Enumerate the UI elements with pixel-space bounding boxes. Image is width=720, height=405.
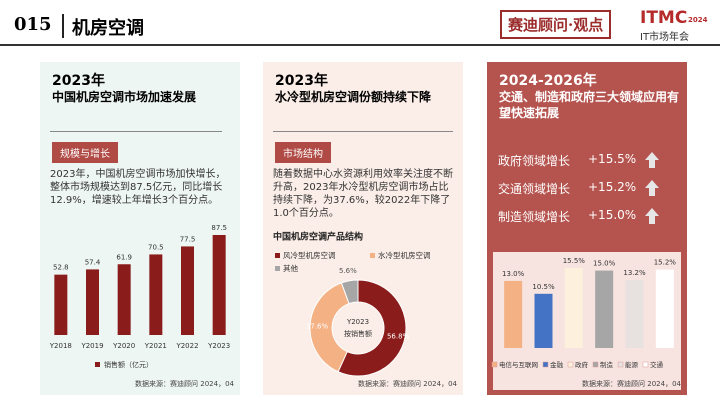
value-label: 13.2%	[623, 269, 646, 277]
bar	[212, 235, 226, 335]
legend-label: 水冷型机房空调	[378, 250, 431, 260]
logo: ITMC	[640, 8, 688, 28]
value-label: 52.8	[53, 264, 69, 272]
value-label: 15.0%	[593, 260, 616, 268]
legend-label: 金融	[550, 360, 564, 369]
x-tick-label: Y2018	[49, 342, 72, 350]
pie-slice	[337, 279, 407, 377]
legend-swatch	[95, 362, 100, 367]
bar	[564, 268, 583, 348]
logo-year: 2024	[688, 16, 708, 24]
panel: 2023年 水冷型机房空调份额持续下降 市场结构 随着数据中心水资源利用效率关注…	[263, 62, 463, 395]
x-tick-label: Y2019	[80, 342, 103, 350]
center-subtitle: 按销售额	[344, 329, 372, 338]
legend-label: 制造	[600, 360, 614, 369]
growth-value: +15.2%	[588, 180, 637, 194]
bar	[504, 280, 523, 348]
legend-label: 风冷型机房空调	[283, 250, 336, 260]
up-arrow	[645, 208, 659, 224]
chart-title: 中国机房空调产品结构	[273, 231, 363, 243]
growth-label: 政府领域增长	[498, 154, 571, 168]
rule	[50, 131, 222, 132]
value-label: 57.4	[85, 258, 101, 266]
value-label: 15.2%	[654, 259, 677, 267]
value-label: 77.5	[180, 235, 196, 243]
pie-slice	[340, 279, 359, 305]
panel: 2023年 中国机房空调市场加速发展 规模与增长 2023年，中国机房空调市场加…	[40, 62, 240, 395]
source: 数据来源：赛迪顾问 2024，04	[135, 380, 234, 388]
up-arrow	[645, 180, 659, 196]
x-tick-label: Y2021	[144, 342, 167, 350]
legend-label: 能源	[625, 360, 639, 369]
legend-swatch	[370, 253, 375, 258]
divider	[62, 14, 64, 38]
bar	[117, 264, 131, 335]
legend-label: 其他	[283, 263, 298, 273]
source: 数据来源：赛迪顾问 2024，04	[358, 380, 457, 388]
bar	[595, 270, 614, 348]
rule	[273, 131, 453, 132]
value-label: 10.5%	[532, 283, 555, 291]
legend-label: 政府	[575, 360, 589, 369]
legend-swatch	[617, 361, 624, 368]
bar	[534, 293, 553, 348]
value-label: 56.8%	[387, 333, 410, 341]
panel-title: 交通、制造和政府三大领域应用有望快速拓展	[499, 90, 680, 120]
value-label: 70.5	[148, 243, 164, 251]
legend-swatch	[491, 361, 498, 368]
bar	[149, 254, 163, 335]
panel-text: 2023年，中国机房空调市场加快增长，整体市场规模达到87.5亿元，同比增长12…	[50, 169, 226, 206]
legend-swatch	[567, 361, 574, 368]
value-label: 5.6%	[339, 267, 357, 275]
up-arrow	[645, 152, 659, 168]
header-rule	[0, 44, 720, 46]
center-title: Y2023	[346, 318, 369, 326]
panel-text: 随着数据中心水资源利用效率关注度不断升高，2023年水冷型机房空调市场占比持续下…	[273, 169, 453, 219]
source: 数据来源：赛迪顾问 2024，04	[582, 380, 681, 388]
x-tick-label: Y2020	[112, 342, 135, 350]
x-tick-label: Y2023	[207, 342, 230, 350]
panel-year: 2024-2026年	[499, 73, 597, 89]
growth-value: +15.0%	[588, 208, 637, 222]
value-label: 15.5%	[563, 257, 586, 265]
page-number: 015	[14, 14, 52, 35]
bar	[86, 269, 99, 335]
legend-swatch	[542, 361, 549, 368]
logo-subtitle: IT市场年会	[640, 32, 690, 43]
pie-slice	[309, 282, 350, 373]
growth-label: 制造领域增长	[498, 210, 571, 224]
panel-title: 中国机房空调市场加速发展	[52, 90, 197, 104]
panel-year: 2023年	[275, 73, 328, 89]
page-title: 机房空调	[72, 18, 144, 39]
legend-label: 交通	[650, 360, 664, 369]
legend-swatch	[642, 361, 649, 368]
value-label: 37.6%	[306, 322, 329, 330]
value-label: 61.9	[116, 253, 132, 261]
bar	[625, 279, 644, 348]
legend-label: 电信与互联网	[499, 360, 538, 369]
tag: 规模与增长	[52, 142, 118, 163]
growth-value: +15.5%	[588, 152, 637, 166]
legend-swatch	[275, 253, 280, 258]
bar	[655, 269, 674, 348]
value-label: 87.5	[211, 224, 227, 232]
bar	[54, 274, 68, 335]
bar	[181, 246, 194, 335]
panel-title: 水冷型机房空调份额持续下降	[275, 90, 432, 104]
legend-label: 销售额（亿元）	[104, 360, 153, 369]
legend-swatch	[592, 361, 599, 368]
panel-year: 2023年	[52, 73, 105, 89]
chart-area	[493, 252, 681, 390]
x-tick-label: Y2022	[175, 342, 198, 350]
growth-label: 交通领域增长	[498, 182, 571, 196]
value-label: 13.0%	[502, 270, 525, 278]
legend-swatch	[275, 266, 280, 271]
brand: 赛迪顾问·观点	[500, 10, 612, 39]
tag: 市场结构	[275, 142, 331, 163]
